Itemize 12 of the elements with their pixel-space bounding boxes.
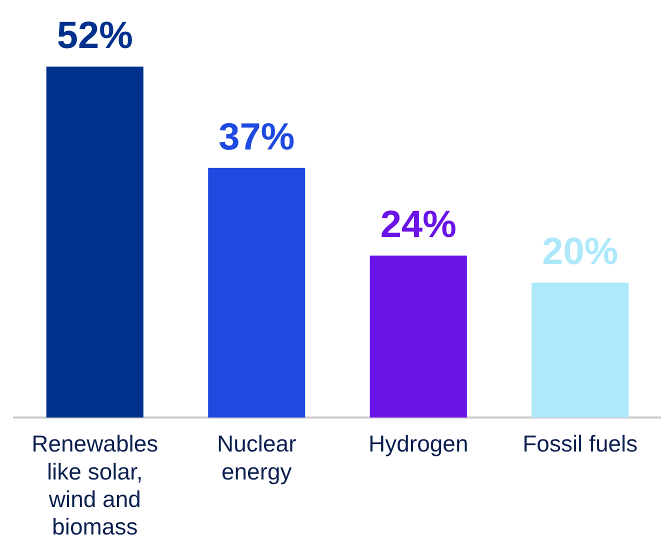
x-tick-label: Nuclear energy: [216, 430, 297, 484]
data-label: 24%: [380, 204, 456, 246]
bar: [46, 66, 144, 418]
x-tick-label: Hydrogen: [368, 430, 468, 457]
data-label: 37%: [218, 116, 295, 158]
data-label: 52%: [56, 15, 133, 58]
bar: [208, 168, 306, 418]
bar: [532, 282, 629, 418]
x-tick-label: Renewables like solar, wind and biomass: [32, 430, 158, 540]
bar: [370, 256, 467, 418]
x-tick-label: Fossil fuels: [522, 430, 638, 457]
data-label: 20%: [542, 231, 618, 274]
